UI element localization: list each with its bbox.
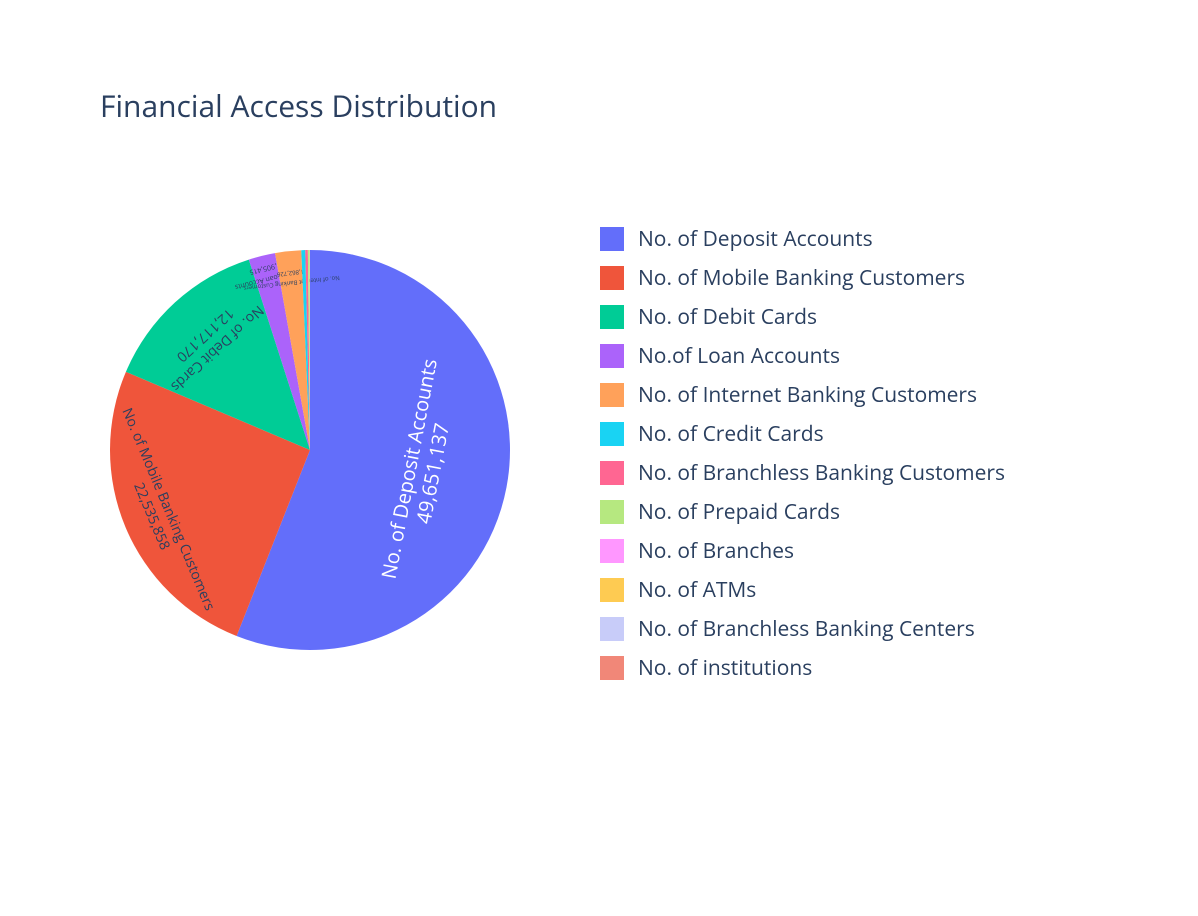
legend-item[interactable]: No. of Internet Banking Customers xyxy=(600,381,1005,409)
legend-label: No. of Branches xyxy=(638,537,794,565)
legend-swatch xyxy=(600,305,624,329)
legend-swatch xyxy=(600,422,624,446)
legend-item[interactable]: No. of Branches xyxy=(600,537,1005,565)
legend-item[interactable]: No. of Debit Cards xyxy=(600,303,1005,331)
legend-item[interactable]: No. of ATMs xyxy=(600,576,1005,604)
legend-swatch xyxy=(600,578,624,602)
legend-label: No. of Branchless Banking Customers xyxy=(638,459,1005,487)
legend-swatch xyxy=(600,539,624,563)
legend-label: No. of Mobile Banking Customers xyxy=(638,264,965,292)
legend-swatch xyxy=(600,383,624,407)
legend-label: No. of institutions xyxy=(638,654,812,682)
legend-item[interactable]: No. of Credit Cards xyxy=(600,420,1005,448)
legend-swatch xyxy=(600,227,624,251)
legend-label: No.of Loan Accounts xyxy=(638,342,840,370)
legend-swatch xyxy=(600,266,624,290)
legend-item[interactable]: No. of Deposit Accounts xyxy=(600,225,1005,253)
legend-label: No. of Internet Banking Customers xyxy=(638,381,977,409)
legend: No. of Deposit Accounts No. of Mobile Ban… xyxy=(600,225,1005,693)
legend-item[interactable]: No. of institutions xyxy=(600,654,1005,682)
legend-label: No. of Debit Cards xyxy=(638,303,817,331)
legend-label: No. of Credit Cards xyxy=(638,420,824,448)
legend-item[interactable]: No.of Loan Accounts xyxy=(600,342,1005,370)
legend-swatch xyxy=(600,461,624,485)
chart-title: Financial Access Distribution xyxy=(100,85,497,126)
legend-item[interactable]: No. of Branchless Banking Centers xyxy=(600,615,1005,643)
legend-item[interactable]: No. of Branchless Banking Customers xyxy=(600,459,1005,487)
legend-swatch xyxy=(600,500,624,524)
legend-label: No. of Branchless Banking Centers xyxy=(638,615,975,643)
legend-label: No. of Prepaid Cards xyxy=(638,498,840,526)
legend-item[interactable]: No. of Mobile Banking Customers xyxy=(600,264,1005,292)
legend-item[interactable]: No. of Prepaid Cards xyxy=(600,498,1005,526)
legend-label: No. of ATMs xyxy=(638,576,756,604)
pie-chart: No. of Deposit Accounts49,651,137No. of … xyxy=(110,250,510,650)
legend-swatch xyxy=(600,617,624,641)
chart-container: Financial Access Distribution No. of Dep… xyxy=(0,0,1198,916)
legend-swatch xyxy=(600,344,624,368)
legend-label: No. of Deposit Accounts xyxy=(638,225,873,253)
legend-swatch xyxy=(600,656,624,680)
